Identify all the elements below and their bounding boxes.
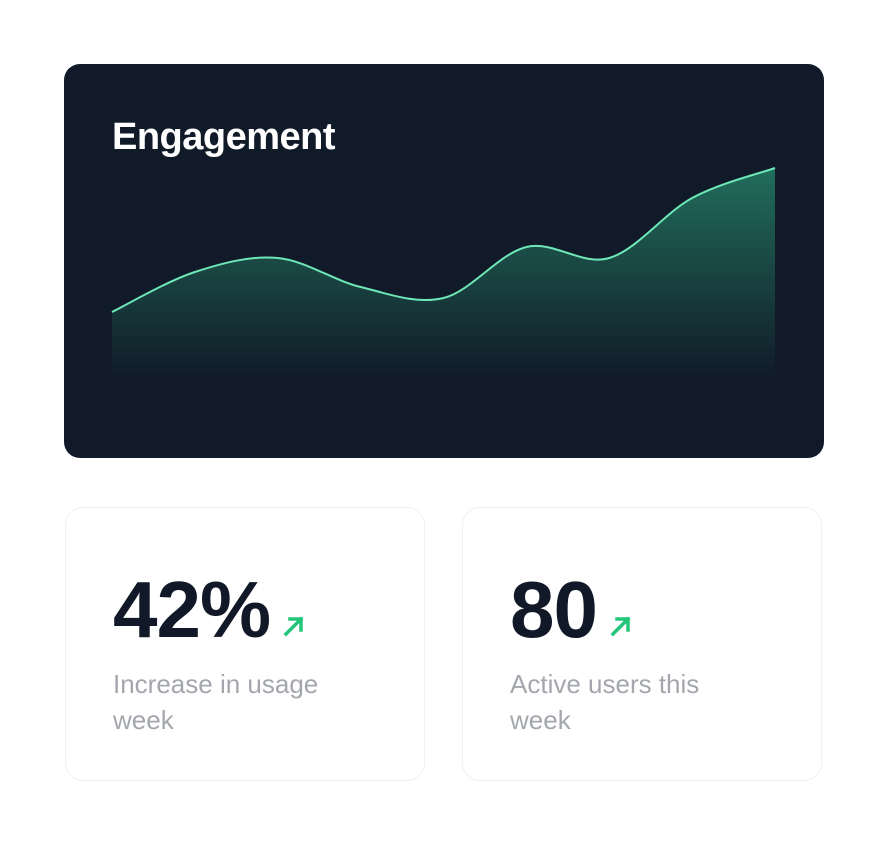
area-line <box>111 167 776 313</box>
stat-card: 80 Active users this week <box>462 507 822 781</box>
chart <box>111 167 776 380</box>
card-title: Engagement <box>112 116 336 158</box>
stat-number-row: 80 <box>510 564 633 656</box>
stat-value: 80 <box>510 565 598 654</box>
stat-value: 42% <box>113 565 271 654</box>
stat-label: Active users this week <box>510 669 700 735</box>
stat-label: Increase in usage week <box>113 669 319 735</box>
stat-card: 42% Increase in usage week <box>65 507 425 781</box>
engagement-card: Engagement <box>64 64 824 458</box>
stat-number-row: 42% <box>113 564 306 656</box>
up-arrow-icon <box>610 616 631 637</box>
area-fill <box>112 168 775 380</box>
up-arrow-icon <box>283 616 304 637</box>
